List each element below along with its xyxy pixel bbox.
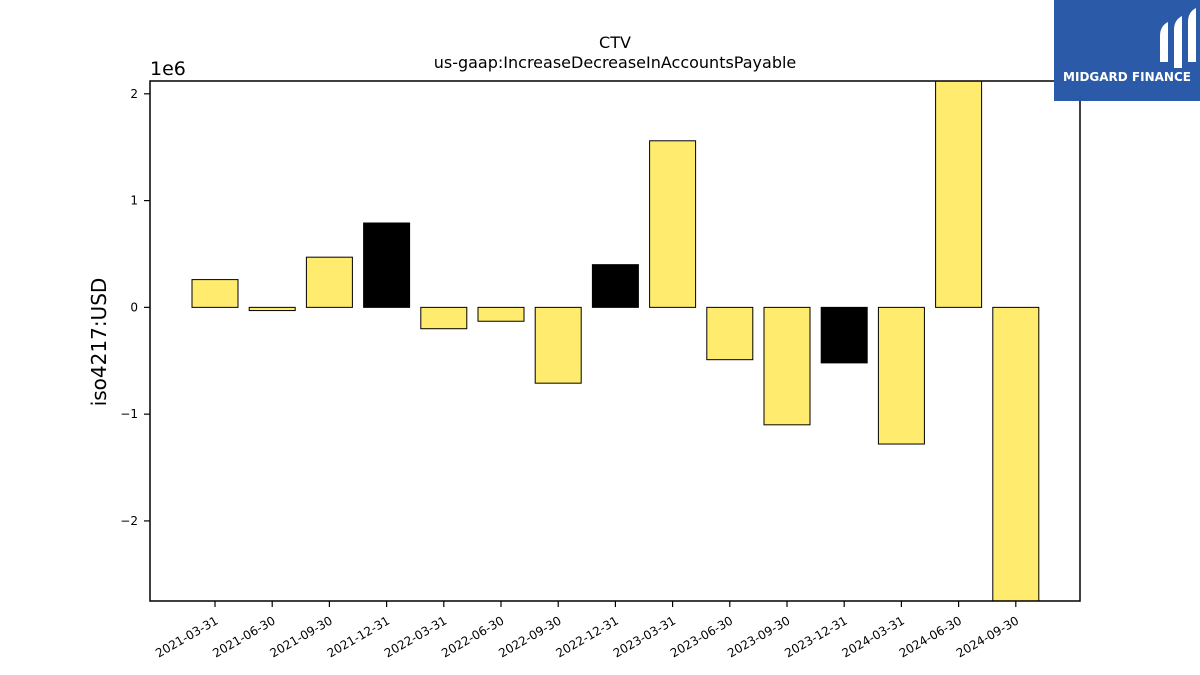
x-tick-label: 2023-06-30: [668, 613, 735, 660]
y-scale-label: 1e6: [150, 58, 186, 80]
bar-2023-09-30: [763, 306, 811, 426]
bar-2022-12-31: [591, 264, 639, 308]
x-tick-label: 2023-03-31: [611, 613, 678, 660]
bar-2021-06-30: [248, 306, 296, 312]
x-tick-label: 2021-12-31: [325, 613, 392, 660]
y-tick-label: 2: [130, 87, 138, 101]
x-tick-label: 2022-03-31: [382, 613, 449, 660]
x-tick-label: 2022-06-30: [439, 613, 506, 660]
plot-frame: [149, 80, 1081, 602]
bar-2024-06-30: [935, 80, 983, 308]
x-tick-label: 2024-09-30: [954, 613, 1021, 660]
bar-2022-03-31: [420, 306, 468, 330]
x-tick-label: 2022-12-31: [553, 613, 620, 660]
x-tick-label: 2021-09-30: [267, 613, 334, 660]
y-tick-label: 1: [130, 194, 138, 208]
bar-2022-09-30: [534, 306, 582, 384]
logo-text: MIDGARD FINANCE: [1063, 70, 1191, 84]
chart-title: CTV: [599, 33, 631, 52]
midgard-logo: MIDGARD FINANCE: [1054, 0, 1200, 101]
bar-2023-03-31: [649, 140, 697, 308]
x-tick-label: 2021-06-30: [210, 613, 277, 660]
bar-2021-09-30: [305, 256, 353, 308]
bar-2021-12-31: [363, 222, 411, 308]
x-tick-label: 2023-12-31: [782, 613, 849, 660]
bar-2024-09-30: [992, 306, 1040, 602]
y-tick-label: 0: [130, 300, 138, 314]
x-tick-label: 2024-03-31: [839, 613, 906, 660]
x-tick-label: 2022-09-30: [496, 613, 563, 660]
chart-subtitle: us-gaap:IncreaseDecreaseInAccountsPayabl…: [434, 53, 797, 72]
x-tick-label: 2024-06-30: [897, 613, 964, 660]
bar-2023-12-31: [820, 306, 868, 364]
midgard-logo-icon: [1160, 8, 1196, 68]
x-tick-label: 2021-03-31: [153, 613, 220, 660]
bar-2022-06-30: [477, 306, 525, 322]
x-tick-label: 2023-09-30: [725, 613, 792, 660]
bar-2024-03-31: [877, 306, 925, 445]
bar-2023-06-30: [706, 306, 754, 361]
y-axis-label: iso4217:USD: [87, 278, 111, 407]
bar-2021-03-31: [191, 279, 239, 308]
y-tick-label: −2: [120, 514, 138, 528]
y-tick-label: −1: [120, 407, 138, 421]
